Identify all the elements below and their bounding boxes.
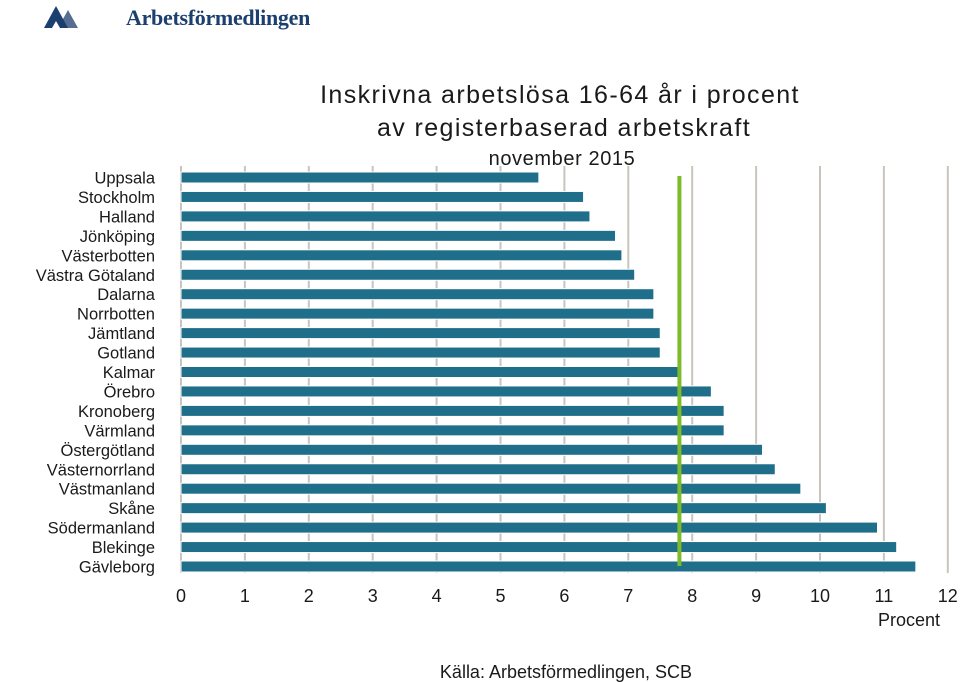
- category-label: Stockholm: [78, 189, 155, 207]
- bar: [180, 424, 725, 437]
- x-tick-labels: 0 1 2 3 4 5 6 7 8 9 10 11 12: [176, 586, 958, 606]
- category-label: Västra Götaland: [36, 267, 155, 285]
- bar: [180, 463, 776, 476]
- bar: [180, 443, 763, 456]
- category-label: Örebro: [104, 383, 155, 401]
- category-label: Norrbotten: [77, 306, 155, 324]
- x-tick-label: 9: [751, 586, 761, 606]
- category-label: Skåne: [108, 500, 155, 518]
- category-label: Kronoberg: [78, 403, 155, 421]
- x-tick-label: 5: [495, 586, 505, 606]
- bar: [180, 482, 802, 495]
- x-axis-label: Procent: [878, 610, 940, 630]
- bars: [180, 171, 917, 573]
- bar: [180, 307, 655, 320]
- x-tick-label: 0: [176, 586, 186, 606]
- source-note: Källa: Arbetsförmedlingen, SCB: [440, 662, 692, 682]
- x-tick-label: 12: [938, 586, 958, 606]
- chart-title-line2: av registerbaserad arbetskraft: [377, 114, 751, 142]
- x-tick-label: 11: [875, 586, 894, 606]
- category-label: Dalarna: [97, 286, 156, 304]
- x-tick-label: 10: [810, 586, 830, 606]
- bar: [180, 268, 636, 281]
- bar: [180, 541, 898, 554]
- category-label: Västerbotten: [61, 247, 155, 265]
- category-label: Gävleborg: [79, 559, 155, 577]
- x-tick-label: 7: [623, 586, 633, 606]
- category-label: Jämtland: [88, 325, 155, 343]
- logo-icon: [44, 6, 78, 28]
- category-label: Kalmar: [103, 364, 156, 382]
- x-tick-label: 2: [304, 586, 314, 606]
- bar: [180, 190, 585, 203]
- bar: [180, 327, 661, 340]
- category-label: Södermanland: [48, 520, 155, 538]
- category-label: Västernorrland: [47, 461, 155, 479]
- bar: [180, 229, 617, 242]
- bar: [180, 502, 827, 515]
- chart-subtitle: november 2015: [489, 148, 636, 170]
- bar: [180, 288, 655, 301]
- x-tick-label: 8: [687, 586, 697, 606]
- bar: [180, 404, 725, 417]
- x-tick-label: 3: [368, 586, 378, 606]
- category-label: Blekinge: [92, 539, 155, 557]
- category-label: Halland: [99, 208, 155, 226]
- bar: [180, 560, 917, 573]
- bar: [180, 346, 661, 359]
- category-label: Västmanland: [59, 481, 155, 499]
- category-label: Uppsala: [94, 170, 155, 188]
- bar: [180, 171, 540, 184]
- bar: [180, 521, 879, 534]
- bar: [180, 210, 591, 223]
- chart-title-line1: Inskrivna arbetslösa 16-64 år i procent: [320, 81, 800, 109]
- bar: [180, 249, 623, 262]
- arbetsformedlingen-logo: Arbetsförmedlingen: [44, 2, 310, 36]
- category-label: Gotland: [97, 345, 155, 363]
- bar: [180, 385, 712, 398]
- bar: [180, 366, 680, 378]
- category-label: Jönköping: [80, 228, 155, 246]
- x-tick-label: 4: [432, 586, 442, 606]
- category-label: Värmland: [84, 422, 155, 440]
- category-label: Östergötland: [61, 442, 155, 460]
- x-tick-label: 1: [240, 586, 250, 606]
- logo-text: Arbetsförmedlingen: [126, 5, 311, 30]
- x-tick-label: 6: [559, 586, 569, 606]
